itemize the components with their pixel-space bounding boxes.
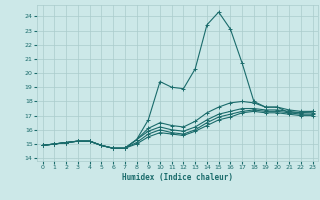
X-axis label: Humidex (Indice chaleur): Humidex (Indice chaleur): [122, 173, 233, 182]
